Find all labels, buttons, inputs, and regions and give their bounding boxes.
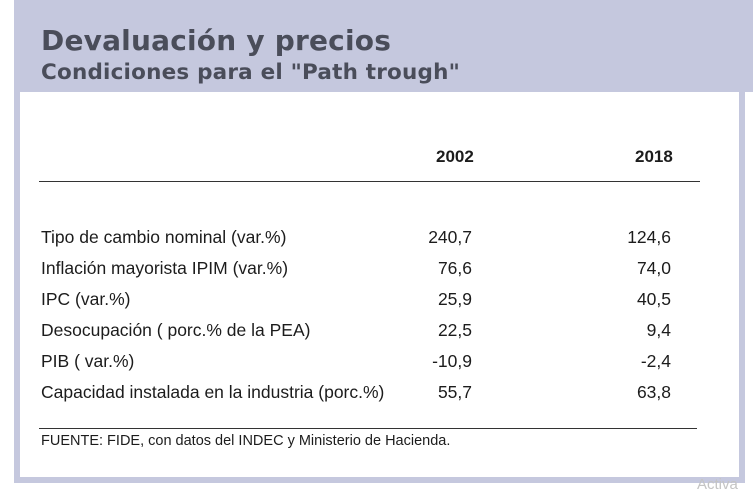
value-2018: 9,4 [646, 320, 671, 340]
table-row: PIB ( var.%) -10,9 -2,4 [0, 351, 753, 379]
column-header-2002: 2002 [436, 147, 474, 166]
value-2002: 76,6 [437, 258, 472, 278]
row-label: IPC (var.%) [41, 289, 131, 309]
frame-right-border [739, 92, 745, 483]
table-row: Tipo de cambio nominal (var.%) 240,7 124… [0, 227, 753, 255]
value-2002: -10,9 [432, 351, 472, 371]
footer-divider [39, 428, 697, 429]
page-title: Devaluación y precios [41, 24, 392, 57]
row-label: Tipo de cambio nominal (var.%) [41, 227, 287, 247]
value-2002: 22,5 [437, 320, 472, 340]
source-note: FUENTE: FIDE, con datos del INDEC y Mini… [41, 433, 451, 449]
row-label: Capacidad instalada en la industria (por… [41, 382, 385, 402]
frame-left-border [14, 92, 20, 481]
header-divider [39, 181, 700, 182]
value-2018: 63,8 [636, 382, 671, 402]
activation-watermark: Activa [697, 476, 738, 493]
table-row: IPC (var.%) 25,9 40,5 [0, 289, 753, 317]
table-row: Desocupación ( porc.% de la PEA) 22,5 9,… [0, 320, 753, 348]
value-2002: 25,9 [437, 289, 472, 309]
table-row: Capacidad instalada en la industria (por… [0, 382, 753, 410]
value-2018: 124,6 [627, 227, 671, 247]
column-header-2018: 2018 [635, 147, 673, 166]
table-panel [20, 92, 739, 477]
row-label: PIB ( var.%) [41, 351, 135, 371]
value-2002: 55,7 [437, 382, 472, 402]
value-2018: -2,4 [640, 351, 671, 371]
header-band [14, 0, 753, 92]
value-2018: 40,5 [636, 289, 671, 309]
table-row: Inﬂación mayorista IPIM (var.%) 76,6 74,… [0, 258, 753, 286]
frame-bottom-border [14, 477, 739, 483]
page-subtitle: Condiciones para el "Path trough" [41, 60, 461, 85]
value-2002: 240,7 [428, 227, 472, 247]
row-label: Inﬂación mayorista IPIM (var.%) [41, 258, 289, 278]
row-label: Desocupación ( porc.% de la PEA) [41, 320, 311, 340]
value-2018: 74,0 [636, 258, 671, 278]
